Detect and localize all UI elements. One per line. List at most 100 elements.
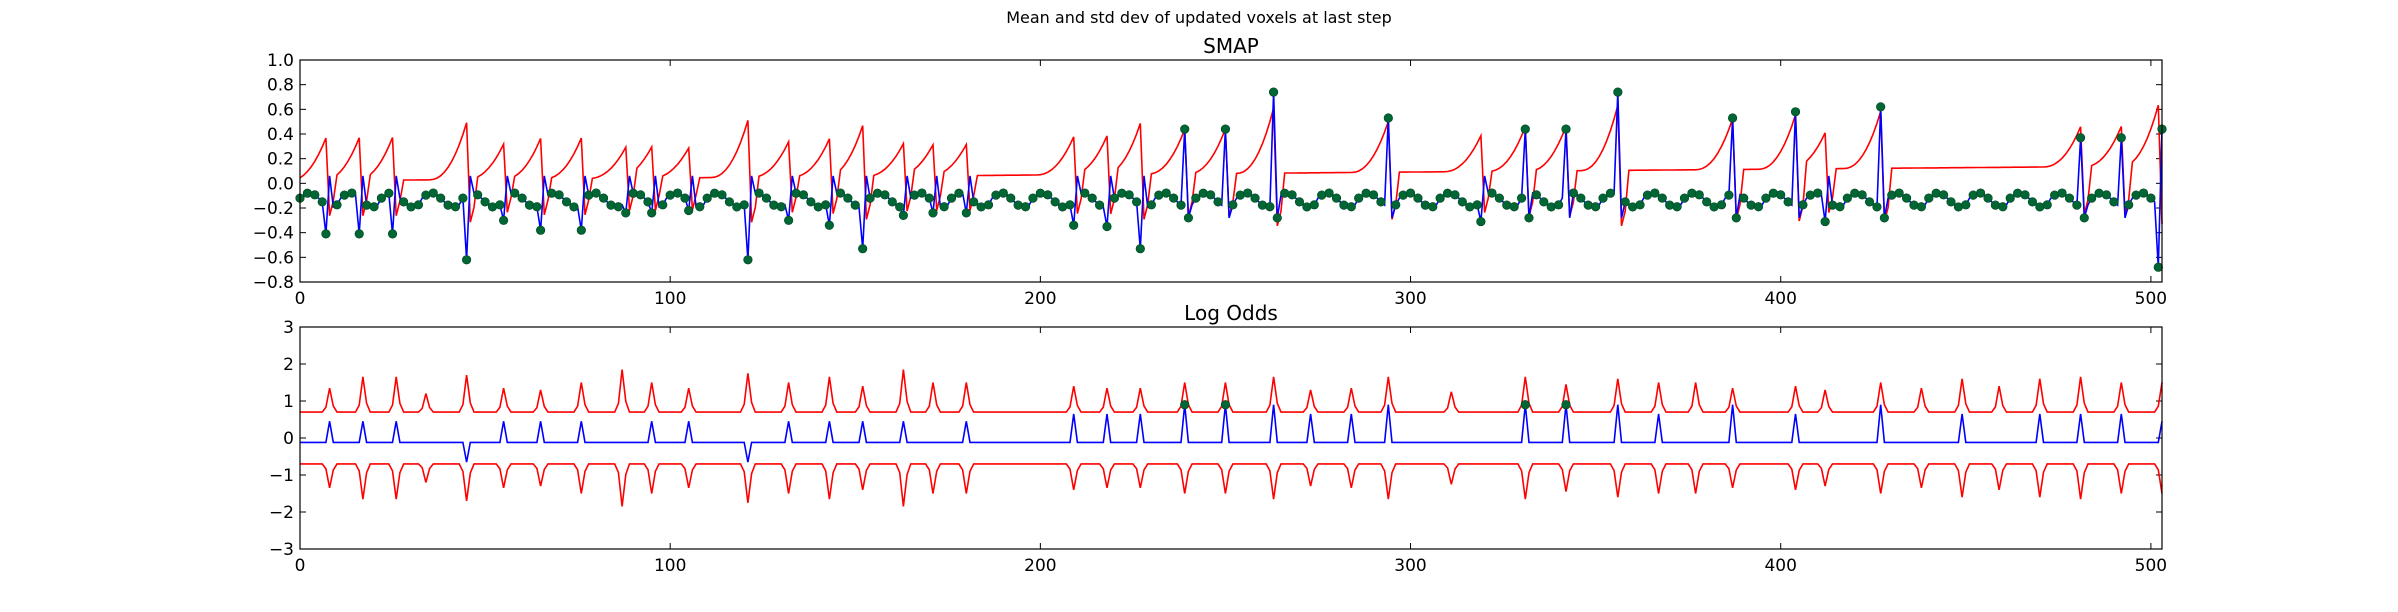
data-point [1228,200,1238,210]
data-point [1450,190,1460,200]
data-point [1268,87,1279,97]
y-tick-label: 1 [283,392,294,412]
lower-std-line [300,463,2163,507]
data-point [2075,133,2086,143]
data-point [850,200,860,210]
data-point [1727,113,1738,123]
data-point [1287,190,1297,200]
data-point [576,225,586,235]
data-point [806,197,816,207]
data-point [1176,200,1186,210]
data-point [1694,190,1704,200]
data-point [443,200,453,210]
data-point [1850,188,1860,198]
data-point [310,190,320,200]
data-point [1487,188,1497,198]
data-point [1731,213,1741,223]
data-point [1146,200,1157,210]
data-point [924,193,934,203]
data-point [1783,197,1793,207]
data-point [376,193,387,203]
x-tick-label: 100 [654,289,686,309]
data-point [998,188,1008,198]
data-point [510,188,520,198]
data-point [895,202,905,212]
data-point [1339,200,1349,210]
data-point [717,190,727,200]
data-point [858,244,868,254]
data-point [458,193,468,203]
data-point [1724,190,1734,200]
data-point [1243,188,1253,198]
data-point [1901,193,1912,203]
data-point [436,193,446,203]
data-point [354,229,364,239]
data-point [1591,202,1601,212]
data-point [2072,200,2082,210]
data-point [613,202,623,212]
y-tick-label: 2 [283,355,294,375]
data-point [1672,202,1682,212]
data-point [591,188,601,198]
x-tick-label: 200 [1024,289,1056,309]
data-point [1827,200,1838,210]
data-point [1428,202,1438,212]
data-point [1494,193,1504,203]
data-point [1265,202,1275,212]
data-point [1650,188,1660,198]
data-point [1206,190,1216,200]
data-point [1331,193,1342,203]
data-point [643,197,653,207]
y-tick-label: 0.2 [267,150,294,170]
data-point [1539,197,1549,207]
data-point [1361,188,1371,198]
data-point [1872,202,1882,212]
data-point [1687,188,1697,198]
data-point [1405,188,1416,198]
data-point [532,202,542,212]
data-point [1516,193,1527,203]
data-point [1050,197,1060,207]
y-tick-label: −3 [269,540,294,560]
data-point [2116,133,2126,143]
data-point [969,197,979,207]
data-point [1635,200,1645,210]
data-point [784,215,794,225]
data-point [1117,188,1127,198]
data-point [1376,197,1386,207]
data-point [1598,193,1608,203]
data-point [702,193,712,203]
data-point [450,202,461,212]
data-point [743,255,753,265]
data-point [1442,188,1453,198]
data-point [1413,193,1423,203]
data-point [1220,124,1231,134]
data-point [621,208,631,218]
data-point [1087,193,1097,203]
data-point [1354,193,1364,203]
upper-std-line [300,369,2163,413]
data-point [413,200,424,210]
data-point [1576,193,1586,203]
data-point [1768,188,1778,198]
data-point [2079,213,2089,223]
data-point [1857,190,1867,200]
data-point [1716,200,1727,210]
data-point [569,202,579,212]
data-point [1790,107,1801,117]
y-tick-label: 0.4 [267,125,294,145]
data-point [1220,400,1231,410]
data-point [1798,200,1808,210]
axes-frame [299,326,2163,550]
data-point [1864,197,1875,207]
data-point [1561,124,1571,134]
y-tick-label: 0.0 [267,174,294,194]
data-point [1998,202,2008,212]
data-point [1665,200,1675,210]
data-point [1946,197,1956,207]
figure-suptitle: Mean and std dev of updated voxels at la… [1006,8,1392,27]
data-point [724,197,735,207]
data-point [606,200,616,210]
data-point [1069,220,1079,230]
data-point [1043,190,1053,200]
